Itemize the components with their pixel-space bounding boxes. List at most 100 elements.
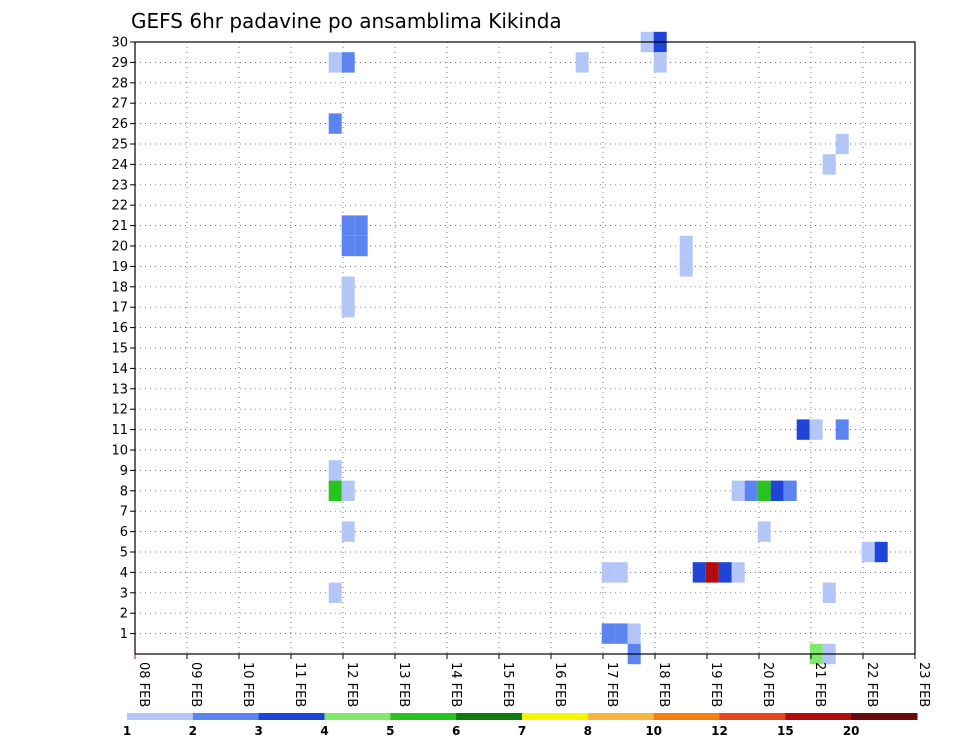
heatmap-cell [731, 562, 745, 583]
heatmap-cell [796, 419, 810, 440]
x-tick-label: 08 FEB [136, 662, 151, 707]
heatmap-cell [822, 582, 836, 603]
heatmap-cell [679, 256, 693, 277]
y-tick-label: 12 [111, 403, 128, 418]
colorbar-segment [851, 713, 918, 720]
y-tick-label: 15 [111, 342, 128, 357]
y-tick-label: 23 [111, 178, 128, 193]
heatmap-cell [601, 562, 615, 583]
colorbar-segment [653, 713, 720, 720]
x-tick-label: 14 FEB [448, 662, 463, 707]
colorbar-segment [258, 713, 325, 720]
heatmap-cell [575, 52, 589, 73]
y-tick-label: 14 [111, 362, 128, 377]
grid-lines [135, 41, 915, 654]
heatmap-cell [328, 52, 342, 73]
heatmap-cell [835, 133, 849, 155]
y-tick-label: 30 [111, 36, 128, 51]
x-tick-label: 13 FEB [396, 662, 411, 707]
colorbar-segment [522, 713, 589, 720]
colorbar-segment [785, 713, 852, 720]
colorbar-label: 7 [518, 724, 526, 738]
chart-title: GEFS 6hr padavine po ansamblima Kikinda [131, 9, 562, 33]
heatmap-cell [861, 541, 875, 563]
heatmap-cell [757, 480, 771, 501]
y-tick-label: 6 [120, 525, 128, 540]
colorbar-segment [719, 713, 786, 720]
colorbar-label: 1 [123, 724, 131, 738]
heatmap-cell [822, 154, 836, 175]
y-tick-label: 5 [120, 546, 128, 561]
x-tick-label: 16 FEB [552, 662, 567, 707]
x-tick-label: 19 FEB [708, 662, 723, 707]
heatmap-cell [835, 419, 849, 440]
y-tick-label: 25 [111, 138, 128, 153]
heatmap-cell [341, 480, 355, 501]
heatmap-cell [341, 235, 355, 257]
x-tick-label: 23 FEB [916, 662, 931, 707]
y-tick-label: 4 [120, 566, 128, 581]
heatmap-cell [341, 521, 355, 542]
heatmap-cell [614, 623, 628, 644]
y-tick-label: 1 [120, 627, 128, 642]
heatmap-cell [718, 562, 732, 583]
heatmap-cell [809, 419, 823, 440]
y-axis: 1234567891011121314151617181920212223242… [111, 36, 135, 642]
y-tick-label: 26 [111, 117, 128, 132]
y-tick-label: 18 [111, 280, 128, 295]
colorbar-label: 15 [777, 724, 794, 738]
colorbar-label: 8 [584, 724, 592, 738]
y-tick-label: 9 [120, 464, 128, 479]
colorbar: 1 2 3 4 5 6 7 8 10 12 15 20 [123, 713, 918, 738]
y-tick-label: 3 [120, 586, 128, 601]
y-tick-label: 28 [111, 76, 128, 91]
heatmap-cell [653, 52, 667, 73]
y-tick-label: 10 [111, 444, 128, 459]
y-tick-label: 20 [111, 240, 128, 255]
heatmap-cell [757, 521, 771, 542]
heatmap-cell [328, 480, 342, 501]
colorbar-label: 4 [320, 724, 328, 738]
heatmap-cells [328, 31, 888, 665]
heatmap-cell [679, 235, 693, 257]
x-axis: 08 FEB 09 FEB 10 FEB 11 FEB 12 FEB 13 FEB 14 F… [134, 654, 931, 707]
x-tick-label: 20 FEB [760, 662, 775, 707]
y-tick-label: 17 [111, 301, 128, 316]
x-tick-label: 18 FEB [656, 662, 671, 707]
heatmap-cell [874, 541, 888, 563]
colorbar-segment [587, 713, 655, 720]
colorbar-segment [192, 713, 260, 720]
colorbar-segment [324, 713, 391, 720]
heatmap-cell [341, 276, 355, 297]
heatmap-cell [770, 480, 784, 501]
heatmap-cell [692, 562, 706, 583]
heatmap-cell [341, 52, 355, 73]
heatmap-cell [328, 582, 342, 603]
x-tick-label: 21 FEB [812, 662, 827, 707]
heatmap-cell [783, 480, 797, 501]
x-tick-label: 17 FEB [604, 662, 619, 707]
y-tick-label: 8 [120, 484, 128, 499]
y-tick-label: 24 [111, 158, 128, 173]
heatmap-cell [328, 113, 342, 134]
heatmap-cell [614, 562, 628, 583]
heatmap-cell [354, 235, 368, 257]
y-tick-label: 13 [111, 382, 128, 397]
y-tick-label: 21 [111, 219, 128, 234]
x-tick-label: 12 FEB [344, 662, 359, 707]
heatmap-cell [601, 623, 615, 644]
heatmap-cell [328, 460, 342, 481]
y-tick-label: 27 [111, 97, 128, 112]
x-tick-label: 11 FEB [292, 662, 307, 707]
heatmap-cell [744, 480, 758, 501]
x-tick-label: 09 FEB [188, 662, 203, 707]
colorbar-label: 2 [189, 724, 197, 738]
colorbar-label: 12 [711, 724, 728, 738]
colorbar-label: 6 [452, 724, 460, 738]
colorbar-label: 10 [645, 724, 662, 738]
y-tick-label: 7 [120, 505, 128, 520]
x-tick-label: 15 FEB [500, 662, 515, 707]
heatmap-cell [354, 215, 368, 236]
x-tick-label: 10 FEB [240, 662, 255, 707]
